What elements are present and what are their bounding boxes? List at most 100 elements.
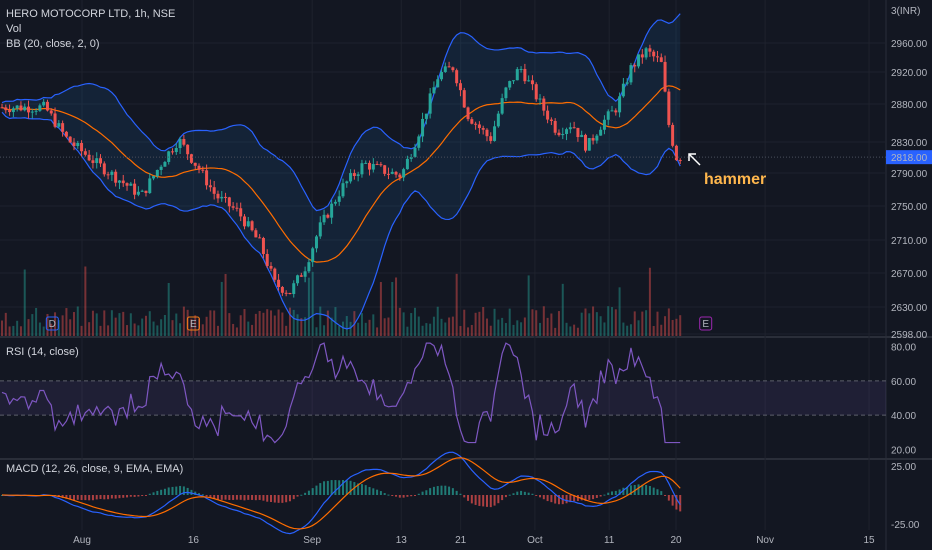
macd-histogram-bar [152,492,155,495]
bollinger-basis-line [1,85,681,263]
macd-histogram-bar [520,490,523,495]
candle-body [417,136,421,148]
candle-body [515,69,519,81]
macd-histogram-bar [285,495,288,503]
macd-histogram-bar [444,485,447,495]
volume-bar [580,312,583,336]
volume-bar [213,310,216,336]
candle-body [61,123,65,132]
volume-bar [489,325,492,336]
volume-bar [247,321,250,336]
volume-label[interactable]: Vol [6,23,22,35]
volume-bar [31,314,34,336]
macd-histogram-bar [247,495,250,500]
macd-histogram-bar [122,495,125,498]
macd-histogram-bar [88,495,91,501]
volume-bar [266,309,269,336]
macd-histogram-bar [565,495,568,504]
volume-bar [520,322,523,336]
volume-bar [436,306,439,336]
candle-body [64,131,68,137]
candle-body [606,111,610,120]
price-tick-label: 2710.00 [891,236,928,247]
candle-body [133,183,137,195]
volume-bar [137,325,140,336]
macd-histogram-bar [603,494,606,496]
candle-body [413,147,417,158]
candle-body [625,82,629,84]
macd-histogram-bar [182,486,185,495]
volume-bar [175,313,178,336]
bb-label[interactable]: BB (20, close, 2, 0) [6,38,100,50]
volume-bar [330,317,333,336]
candle-body [76,142,80,147]
volume-bar [129,313,132,336]
macd-histogram-bar [660,491,663,495]
candle-body [659,57,663,62]
rsi-tick-label: 80.00 [891,343,916,354]
volume-bar [288,307,291,336]
volume-bar [645,310,648,336]
macd-histogram-bar [580,495,583,501]
macd-histogram-bar [201,494,204,496]
volume-bar [474,312,477,336]
volume-bar [383,318,386,336]
volume-bar [523,317,526,336]
volume-bar [569,326,572,336]
rsi-label[interactable]: RSI (14, close) [6,346,79,358]
volume-bar [432,316,435,336]
macd-label[interactable]: MACD (12, 26, close, 9, EMA, EMA) [6,463,184,475]
candle-body [72,142,76,147]
volume-bar [285,325,288,336]
macd-histogram-bar [387,494,390,496]
macd-histogram-bar [326,480,329,495]
volume-bar [8,326,11,336]
volume-bar [224,273,227,336]
candle-body [512,80,515,82]
macd-histogram-bar [622,487,625,495]
macd-histogram-bar [205,495,208,497]
volume-bar [349,321,352,336]
volume-bar [512,324,515,336]
macd-histogram-bar [110,495,113,499]
volume-bar [671,319,674,336]
macd-histogram-bar [148,493,151,495]
volume-bar [1,320,3,336]
volume-bar [599,316,602,336]
candle-body [538,98,542,100]
macd-histogram-bar [80,495,83,501]
candle-body [216,193,220,199]
candle-body [288,292,292,295]
candle-body [144,190,148,194]
candle-body [561,134,565,136]
candle-body [549,119,553,121]
volume-bar [57,320,60,336]
volume-bar [122,311,125,336]
symbol-title[interactable]: HERO MOTOCORP LTD, 1h, NSE [6,8,176,20]
candle-body [432,87,436,94]
macd-histogram-bar [478,495,481,506]
candle-body [481,128,485,130]
candle-body [34,110,38,112]
volume-bar [618,287,621,336]
macd-histogram-bar [656,489,659,495]
event-marker [45,316,59,331]
time-tick-label: 13 [396,535,408,546]
candle-body [15,105,19,109]
volume-bar [478,311,481,336]
candle-body [322,214,326,223]
volume-bar [595,312,598,336]
macd-histogram-bar [429,488,432,495]
volume-bars [1,266,682,336]
candle-body [99,158,103,164]
volume-bar [270,310,273,336]
macd-histogram-bar [171,486,174,495]
macd-histogram-bar [588,495,591,500]
candle-body [87,154,91,161]
macd-histogram-bar [474,495,477,505]
candle-body [530,80,534,85]
macd-histogram-bar [179,485,182,495]
candle-body [652,51,656,57]
candle-body [246,221,250,227]
time-tick-label: 15 [863,535,875,546]
